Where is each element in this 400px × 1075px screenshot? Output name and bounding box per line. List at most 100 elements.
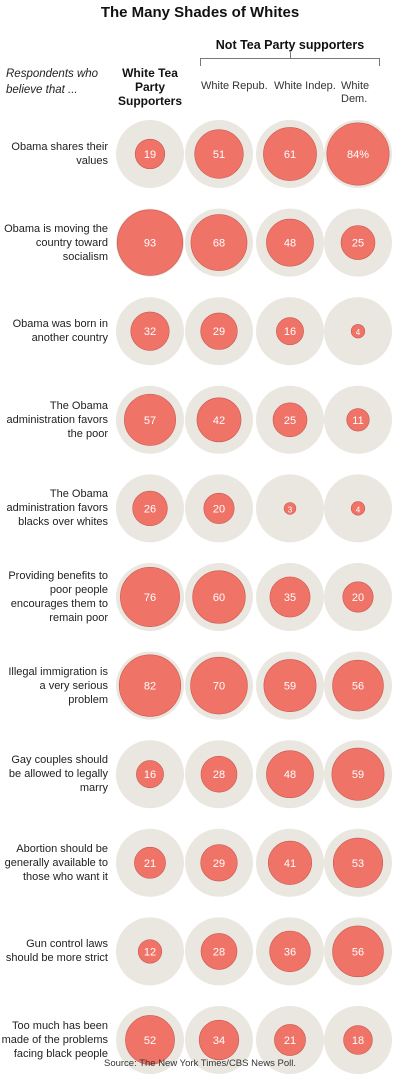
bubble-value <box>137 939 163 964</box>
bubble-value <box>276 317 304 346</box>
bubble-value <box>331 747 385 801</box>
bubble-value <box>342 581 374 613</box>
bubble-label: 56 <box>352 681 364 693</box>
bubble-value <box>200 755 238 793</box>
group-bracket <box>200 58 380 66</box>
bubble-label: 25 <box>284 415 296 427</box>
bubble-value <box>266 218 314 267</box>
bubble-label: 82 <box>144 681 156 693</box>
bubble-value <box>190 656 248 715</box>
bubble-label: 76 <box>144 592 156 604</box>
bubble-label: 61 <box>284 149 296 161</box>
bubble-label: 35 <box>284 592 296 604</box>
bubble-value <box>263 659 317 713</box>
bubble-value <box>350 324 366 339</box>
bubble-value <box>269 576 311 618</box>
bubble-value <box>190 214 248 271</box>
bubble-label: 84% <box>347 149 369 161</box>
bubble-label: 28 <box>213 769 225 781</box>
row-label: The Obama administration favors blacks o… <box>6 488 109 529</box>
bubble-value <box>134 846 166 879</box>
row-label: Gun control laws should be more strict <box>5 938 108 965</box>
bubble-value <box>200 933 238 970</box>
bubble-label: 3 <box>288 505 293 514</box>
column-header-independents: White Indep. <box>274 80 336 92</box>
bubble-label: 21 <box>144 858 156 870</box>
bubble-label: 70 <box>213 681 225 693</box>
bubble-value <box>116 209 184 276</box>
bubble-value <box>125 1015 175 1065</box>
bubble-label: 41 <box>284 858 296 870</box>
row-label: Illegal immigration is a very serious pr… <box>8 665 108 706</box>
bubble-label: 12 <box>144 946 156 958</box>
bubble-value <box>332 659 384 712</box>
bubble-value <box>272 402 308 438</box>
bubble-value <box>203 492 235 524</box>
group-label: Not Tea Party supporters <box>215 38 365 52</box>
bubble-label: 51 <box>213 149 225 161</box>
bubble-label: 48 <box>284 238 296 250</box>
bubble-value <box>343 1025 373 1055</box>
row-label: Too much has been made of the problems f… <box>1 1020 108 1060</box>
bubble-label: 16 <box>284 326 296 338</box>
intro-label: Respondents who believe that ... <box>6 68 99 96</box>
bubble-value <box>346 408 370 432</box>
bubble-label: 28 <box>213 946 225 958</box>
bubble-value <box>332 837 384 888</box>
bubble-value <box>120 567 180 627</box>
bubble-label: 34 <box>213 1035 225 1047</box>
bubble-label: 36 <box>284 946 296 958</box>
bubble-label: 42 <box>213 415 225 427</box>
row-label: Obama is moving the country toward socia… <box>4 222 108 263</box>
row-label: Obama shares their values <box>11 141 108 167</box>
bubble-value <box>200 844 238 882</box>
bubble-label: 11 <box>352 415 363 427</box>
bubble-value <box>267 840 313 885</box>
bubble-value <box>200 312 238 350</box>
bubble-value <box>326 122 390 186</box>
bubble-label: 19 <box>144 149 156 161</box>
bubble-value <box>196 397 242 443</box>
column-header-democrats: White Dem. <box>341 80 370 105</box>
bubble-label: 93 <box>144 238 156 250</box>
bubble-value <box>263 127 317 181</box>
bubble-value <box>198 1019 240 1061</box>
bubble-label: 53 <box>352 858 364 870</box>
bubble-value <box>340 225 376 260</box>
bubble-label: 16 <box>144 769 156 781</box>
row-label: The Obama administration favors the poor <box>6 399 109 440</box>
bubble-label: 20 <box>213 503 225 515</box>
group-bracket-tick <box>290 52 291 58</box>
bubble-value <box>136 760 164 789</box>
row-label: Obama was born in another country <box>12 318 108 345</box>
bubble-value <box>132 490 168 527</box>
bubble-label: 57 <box>144 415 156 427</box>
bubble-label: 4 <box>356 505 361 514</box>
bubble-value <box>266 750 314 799</box>
bubble-value <box>332 925 384 978</box>
bubble-label: 48 <box>284 769 296 781</box>
bubble-label: 59 <box>352 769 364 781</box>
bubble-value <box>134 138 166 170</box>
bubble-label: 52 <box>144 1035 156 1047</box>
row-label: Providing benefits to poor people encour… <box>8 570 108 624</box>
bubble-label: 68 <box>213 238 225 250</box>
bubble-label: 60 <box>213 592 225 604</box>
source-note: Source: The New York Times/CBS News Poll… <box>103 1058 296 1069</box>
bubble-value <box>283 502 297 515</box>
row-label: Abortion should be generally available t… <box>4 842 108 883</box>
bubble-label: 26 <box>144 503 156 515</box>
bubble-label: 29 <box>213 326 225 338</box>
bubble-value <box>194 129 244 179</box>
bubble-label: 56 <box>352 946 364 958</box>
bubble-label: 59 <box>284 681 296 693</box>
bubble-label: 29 <box>213 858 225 870</box>
bubble-value <box>274 1024 306 1056</box>
bubble-value <box>192 570 246 624</box>
bubble-value <box>350 501 366 516</box>
row-label: Gay couples should be allowed to legally… <box>8 754 108 795</box>
bubble-label: 20 <box>352 592 364 604</box>
column-header-republicans: White Repub. <box>201 80 268 92</box>
bubble-label: 32 <box>144 326 156 338</box>
